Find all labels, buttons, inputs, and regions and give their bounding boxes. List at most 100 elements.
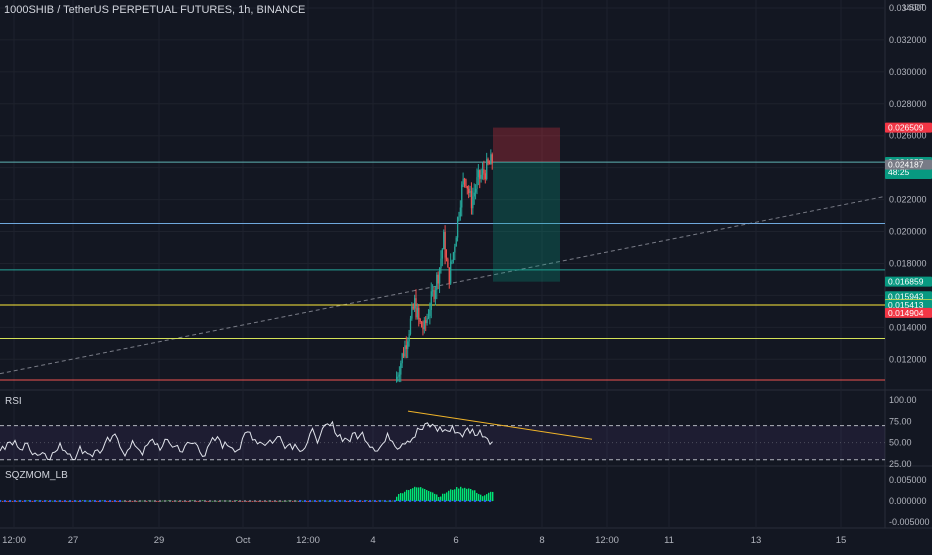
sqzmom-bar (126, 501, 128, 502)
trend-line (0, 195, 886, 375)
candle-body (448, 267, 450, 284)
sqzmom-dot (363, 499, 367, 503)
sqzmom-dot (78, 499, 82, 503)
price-label-badge (885, 291, 932, 302)
sqzmom-dot (148, 499, 152, 503)
sqzmom-bar (238, 501, 240, 502)
sqzmom-bar (42, 501, 44, 502)
position-reward-zone (493, 161, 560, 282)
sqzmom-bar (312, 500, 314, 502)
sqzmom-bar (308, 501, 310, 502)
sqzmom-bar (106, 501, 108, 502)
rsi-tick-label: 50.00 (889, 438, 912, 448)
sqzmom-bar (470, 489, 472, 501)
candle-body (488, 163, 491, 165)
sqzmom-bar (66, 501, 68, 502)
sqzmom-bar (372, 500, 374, 502)
sqzmom-dot (248, 499, 252, 503)
candle-body (480, 174, 482, 179)
candle-body (474, 188, 477, 193)
sqzmom-bar (222, 500, 224, 502)
candle-body (463, 178, 466, 180)
sqzmom-dot (453, 499, 457, 503)
sqzmom-bar (286, 500, 288, 502)
sqzmom-bar (342, 500, 344, 502)
sqzmom-bar (52, 500, 54, 502)
sqzmom-dot (373, 499, 377, 503)
candle-body (479, 170, 481, 179)
candle-body (397, 376, 399, 378)
sqzmom-bar (96, 501, 98, 502)
sqzmom-bar (412, 488, 414, 501)
sqzmom-dot (123, 499, 127, 503)
sqzmom-dot (168, 499, 172, 503)
sqzmom-bar (386, 500, 388, 502)
sqzmom-dot (103, 499, 107, 503)
sqzmom-dot (163, 499, 167, 503)
candle-body (472, 196, 474, 209)
price-tick-label: 0.022000 (889, 195, 927, 205)
candle-body (411, 306, 413, 319)
sqzmom-bar (282, 500, 284, 502)
sqzmom-dot (273, 499, 277, 503)
sqzmom-bar (464, 487, 466, 501)
sqzmom-dot (403, 499, 407, 503)
sqzmom-bar (432, 492, 434, 501)
price-tick-label: 0.018000 (889, 258, 927, 268)
candle-body (414, 298, 416, 309)
sqzmom-bar (178, 501, 180, 502)
candle-body (469, 190, 471, 193)
sqzmom-dot (83, 499, 87, 503)
sqzmom-dot (473, 499, 477, 503)
sqzmom-bar (186, 501, 188, 502)
candle-body (401, 353, 403, 364)
sqzmom-bar (358, 501, 360, 502)
sqzmom-bar (136, 501, 138, 502)
sqzmom-dot (308, 499, 312, 503)
sqzmom-dot (128, 499, 132, 503)
sqzmom-dot (398, 499, 402, 503)
sqzmom-bar (48, 501, 50, 502)
sqzmom-dot (0, 499, 2, 503)
candle-body (419, 319, 421, 322)
sqzmom-bar (268, 500, 270, 502)
sqzmom-bar (316, 501, 318, 502)
candle-body (400, 363, 402, 375)
sqzmom-bar (434, 493, 436, 501)
price-tick-label: 0.012000 (889, 354, 927, 364)
sqzmom-dot (118, 499, 122, 503)
sqzmom-bar (68, 500, 70, 502)
sqzmom-bar (400, 493, 402, 501)
sqzmom-bar (202, 500, 204, 501)
sqzmom-bar (446, 492, 448, 501)
sqzmom-bar (162, 500, 164, 502)
sqzmom-dot (203, 499, 207, 503)
sqzmom-dot (178, 499, 182, 503)
candle-body (476, 177, 478, 189)
time-axis-label: 15 (836, 535, 847, 546)
sqzmom-bar (454, 489, 456, 501)
sqzmom-dot (113, 499, 117, 503)
sqzmom-dot (183, 499, 187, 503)
candle-body (429, 309, 431, 317)
price-label-text: 0.024187 (888, 160, 924, 170)
sqzmom-dot (443, 499, 447, 503)
sqzmom-bar (226, 500, 228, 502)
sqzmom-bar (156, 501, 158, 502)
sqzmom-dot (448, 499, 452, 503)
sqzmom-bar (456, 487, 458, 501)
sqzmom-bar (58, 500, 60, 502)
sqzmom-dot (158, 499, 162, 503)
candle-body (432, 290, 434, 292)
candle-body (447, 259, 449, 268)
candle-body (433, 290, 435, 299)
sqzmom-bar (472, 490, 474, 501)
sqzmom-dot (43, 499, 47, 503)
sqzmom-bar (26, 500, 28, 502)
sqzmom-bar (138, 500, 140, 502)
candle-body (398, 374, 401, 377)
sqzmom-bar (62, 501, 64, 502)
time-axis-label: 12:00 (595, 535, 619, 546)
sqzmom-dot (293, 499, 297, 503)
